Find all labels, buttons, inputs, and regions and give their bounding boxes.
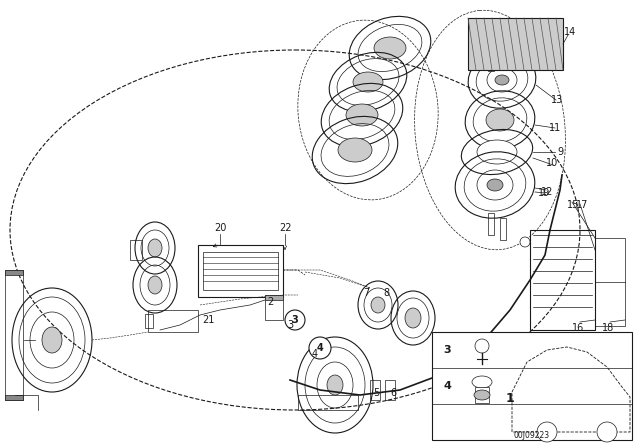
Ellipse shape: [472, 376, 492, 388]
Text: 22: 22: [279, 223, 291, 233]
Bar: [432, 332, 632, 440]
Ellipse shape: [371, 297, 385, 313]
Text: 20: 20: [214, 223, 226, 233]
Text: 18: 18: [602, 323, 614, 333]
Text: 4: 4: [312, 349, 318, 359]
Circle shape: [309, 337, 331, 359]
Text: 3: 3: [292, 315, 298, 325]
Bar: [535, 340, 565, 362]
Circle shape: [285, 310, 305, 330]
Text: 17: 17: [576, 200, 588, 210]
Bar: [468, 18, 563, 70]
Bar: [148, 310, 198, 332]
Bar: [5, 270, 23, 275]
Text: 5: 5: [373, 388, 379, 398]
Ellipse shape: [477, 140, 517, 164]
Bar: [385, 380, 395, 400]
Ellipse shape: [346, 104, 378, 126]
Bar: [130, 240, 142, 260]
Bar: [488, 55, 494, 71]
Circle shape: [597, 422, 617, 442]
Bar: [198, 245, 283, 297]
Ellipse shape: [486, 109, 514, 131]
Circle shape: [537, 422, 557, 442]
Ellipse shape: [327, 375, 343, 395]
Text: 14: 14: [564, 27, 576, 37]
Ellipse shape: [405, 308, 421, 328]
Ellipse shape: [495, 75, 509, 85]
Text: 8: 8: [383, 288, 389, 298]
Ellipse shape: [148, 239, 162, 257]
Text: 3: 3: [287, 320, 293, 330]
Ellipse shape: [474, 390, 490, 400]
Text: 1: 1: [506, 392, 515, 405]
Text: 3: 3: [443, 345, 451, 355]
Bar: [488, 213, 494, 235]
Text: 19: 19: [538, 188, 550, 198]
Circle shape: [520, 237, 530, 247]
Bar: [530, 230, 595, 330]
Text: 9: 9: [557, 147, 563, 157]
Text: 4: 4: [443, 381, 451, 391]
Text: 4: 4: [317, 343, 323, 353]
Text: 11: 11: [549, 123, 561, 133]
Ellipse shape: [338, 138, 372, 162]
Bar: [5, 395, 23, 400]
Text: 00J09223: 00J09223: [514, 431, 550, 439]
Bar: [145, 314, 153, 328]
Bar: [595, 238, 625, 326]
Text: 16: 16: [572, 323, 584, 333]
Ellipse shape: [374, 37, 406, 59]
Bar: [370, 380, 380, 400]
Ellipse shape: [487, 179, 503, 191]
Text: 15: 15: [567, 200, 579, 210]
Text: 10: 10: [546, 158, 558, 168]
Ellipse shape: [148, 276, 162, 294]
Bar: [5, 270, 23, 400]
Text: 2: 2: [267, 297, 273, 307]
Bar: [203, 252, 278, 290]
Circle shape: [475, 339, 489, 353]
Ellipse shape: [353, 72, 383, 92]
Text: 6: 6: [390, 388, 396, 398]
Bar: [265, 295, 283, 320]
Bar: [265, 295, 283, 300]
Bar: [298, 395, 358, 410]
Text: 7: 7: [363, 288, 369, 298]
Bar: [500, 218, 506, 240]
Text: 13: 13: [551, 95, 563, 105]
Ellipse shape: [42, 327, 62, 353]
Text: 12: 12: [541, 187, 553, 197]
Bar: [475, 387, 489, 403]
Text: 21: 21: [202, 315, 214, 325]
